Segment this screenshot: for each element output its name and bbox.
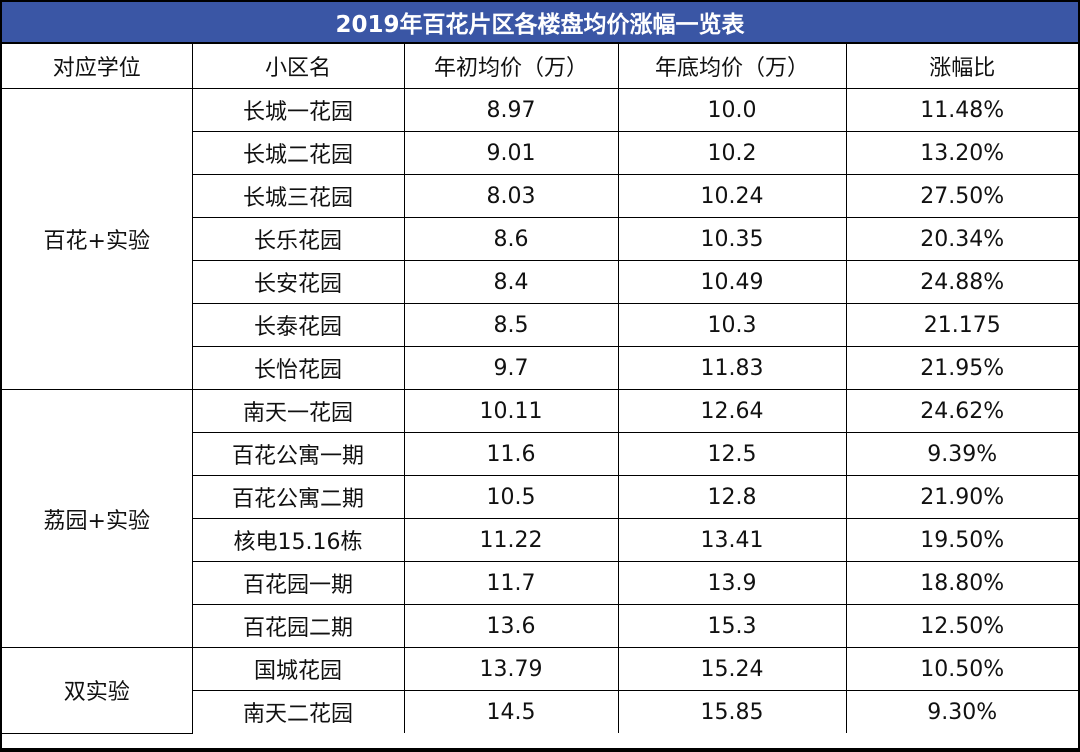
end-price-cell: 11.83 — [617, 346, 847, 390]
table-row: 长城二花园 9.01 10.2 13.20% — [2, 131, 1078, 175]
community-cell: 长怡花园 — [192, 346, 405, 390]
end-price-cell: 13.9 — [617, 561, 847, 605]
start-price-cell: 8.03 — [403, 174, 619, 218]
start-price-cell: 8.6 — [403, 217, 619, 261]
start-price-cell: 11.7 — [403, 561, 619, 605]
community-cell: 百花公寓二期 — [192, 475, 405, 519]
end-price-cell: 15.24 — [617, 647, 847, 691]
end-price-cell: 12.64 — [617, 389, 847, 433]
price-table: 对应学位 小区名 年初均价（万） 年底均价（万） 涨幅比 百花+实验 长城一花园 8… — [2, 44, 1078, 734]
school-group-cell: 双实验 — [2, 647, 193, 734]
community-cell: 长城一花园 — [191, 88, 405, 132]
end-price-cell: 12.8 — [617, 475, 847, 519]
header-school: 对应学位 — [2, 44, 193, 89]
rise-cell: 18.80% — [845, 561, 1078, 605]
table-row: 南天二花园 14.5 15.85 9.30% — [2, 690, 1078, 733]
start-price-cell: 14.5 — [403, 690, 619, 733]
community-cell: 百花园二期 — [192, 604, 405, 648]
community-cell: 百花公寓一期 — [192, 432, 405, 476]
start-price-cell: 13.79 — [403, 647, 619, 691]
end-price-cell: 10.49 — [617, 260, 847, 304]
community-cell: 南天一花园 — [191, 389, 405, 433]
end-price-cell: 10.3 — [617, 303, 847, 347]
community-cell: 南天二花园 — [192, 690, 405, 733]
end-price-cell: 10.24 — [617, 174, 847, 218]
table-row: 长安花园 8.4 10.49 24.88% — [2, 260, 1078, 304]
table-body: 百花+实验 长城一花园 8.97 10.0 11.48% 长城二花园 9.01 10.2 13.… — [2, 88, 1078, 734]
start-price-cell: 10.11 — [403, 389, 619, 433]
header-end-price: 年底均价（万） — [617, 44, 847, 89]
rise-cell: 10.50% — [845, 647, 1078, 691]
rise-cell: 24.88% — [845, 260, 1078, 304]
start-price-cell: 11.6 — [403, 432, 619, 476]
rise-cell: 9.30% — [845, 690, 1078, 733]
header-rise: 涨幅比 — [845, 44, 1078, 89]
table-row: 百花园一期 11.7 13.9 18.80% — [2, 561, 1078, 605]
rise-cell: 24.62% — [845, 389, 1078, 433]
table-row: 荔园+实验 南天一花园 10.11 12.64 24.62% — [2, 389, 1078, 648]
school-group-cell: 百花+实验 — [2, 88, 193, 390]
header-community: 小区名 — [191, 44, 405, 89]
table-row: 百花+实验 长城一花园 8.97 10.0 11.48% — [2, 88, 1078, 390]
rise-cell: 27.50% — [845, 174, 1078, 218]
end-price-cell: 10.2 — [617, 131, 847, 175]
community-cell: 国城花园 — [191, 647, 405, 691]
community-cell: 核电15.16栋 — [192, 518, 405, 562]
end-price-cell: 10.0 — [617, 88, 847, 132]
table-title: 2019年百花片区各楼盘均价涨幅一览表 — [2, 2, 1078, 44]
table-row: 长乐花园 8.6 10.35 20.34% — [2, 217, 1078, 261]
table-row: 双实验 国城花园 13.79 15.24 10.50% — [2, 647, 1078, 734]
table-row: 百花公寓一期 11.6 12.5 9.39% — [2, 432, 1078, 476]
start-price-cell: 8.4 — [403, 260, 619, 304]
community-cell: 百花园一期 — [192, 561, 405, 605]
school-group-cell: 荔园+实验 — [2, 389, 193, 648]
community-cell: 长城三花园 — [192, 174, 405, 218]
end-price-cell: 15.3 — [617, 604, 847, 648]
start-price-cell: 11.22 — [403, 518, 619, 562]
start-price-cell: 13.6 — [403, 604, 619, 648]
community-cell: 长安花园 — [192, 260, 405, 304]
rise-cell: 13.20% — [845, 131, 1078, 175]
rise-cell: 21.90% — [845, 475, 1078, 519]
table-row: 长怡花园 9.7 11.83 21.95% — [2, 346, 1078, 390]
rise-cell: 21.175 — [845, 303, 1078, 347]
table-row: 百花园二期 13.6 15.3 12.50% — [2, 604, 1078, 648]
rise-cell: 11.48% — [845, 88, 1078, 132]
start-price-cell: 8.97 — [403, 88, 619, 132]
rise-cell: 9.39% — [845, 432, 1078, 476]
community-cell: 长乐花园 — [192, 217, 405, 261]
start-price-cell: 10.5 — [403, 475, 619, 519]
table-row: 核电15.16栋 11.22 13.41 19.50% — [2, 518, 1078, 562]
header-row: 对应学位 小区名 年初均价（万） 年底均价（万） 涨幅比 — [2, 44, 1078, 89]
rise-cell: 20.34% — [845, 217, 1078, 261]
community-cell: 长泰花园 — [192, 303, 405, 347]
header-start-price: 年初均价（万） — [403, 44, 619, 89]
rise-cell: 19.50% — [845, 518, 1078, 562]
community-cell: 长城二花园 — [192, 131, 405, 175]
end-price-cell: 15.85 — [617, 690, 847, 733]
rise-cell: 12.50% — [845, 604, 1078, 648]
rise-cell: 21.95% — [845, 346, 1078, 390]
start-price-cell: 9.01 — [403, 131, 619, 175]
end-price-cell: 12.5 — [617, 432, 847, 476]
table-row: 百花公寓二期 10.5 12.8 21.90% — [2, 475, 1078, 519]
start-price-cell: 9.7 — [403, 346, 619, 390]
end-price-cell: 10.35 — [617, 217, 847, 261]
end-price-cell: 13.41 — [617, 518, 847, 562]
table-row: 长城三花园 8.03 10.24 27.50% — [2, 174, 1078, 218]
start-price-cell: 8.5 — [403, 303, 619, 347]
table-row: 长泰花园 8.5 10.3 21.175 — [2, 303, 1078, 347]
